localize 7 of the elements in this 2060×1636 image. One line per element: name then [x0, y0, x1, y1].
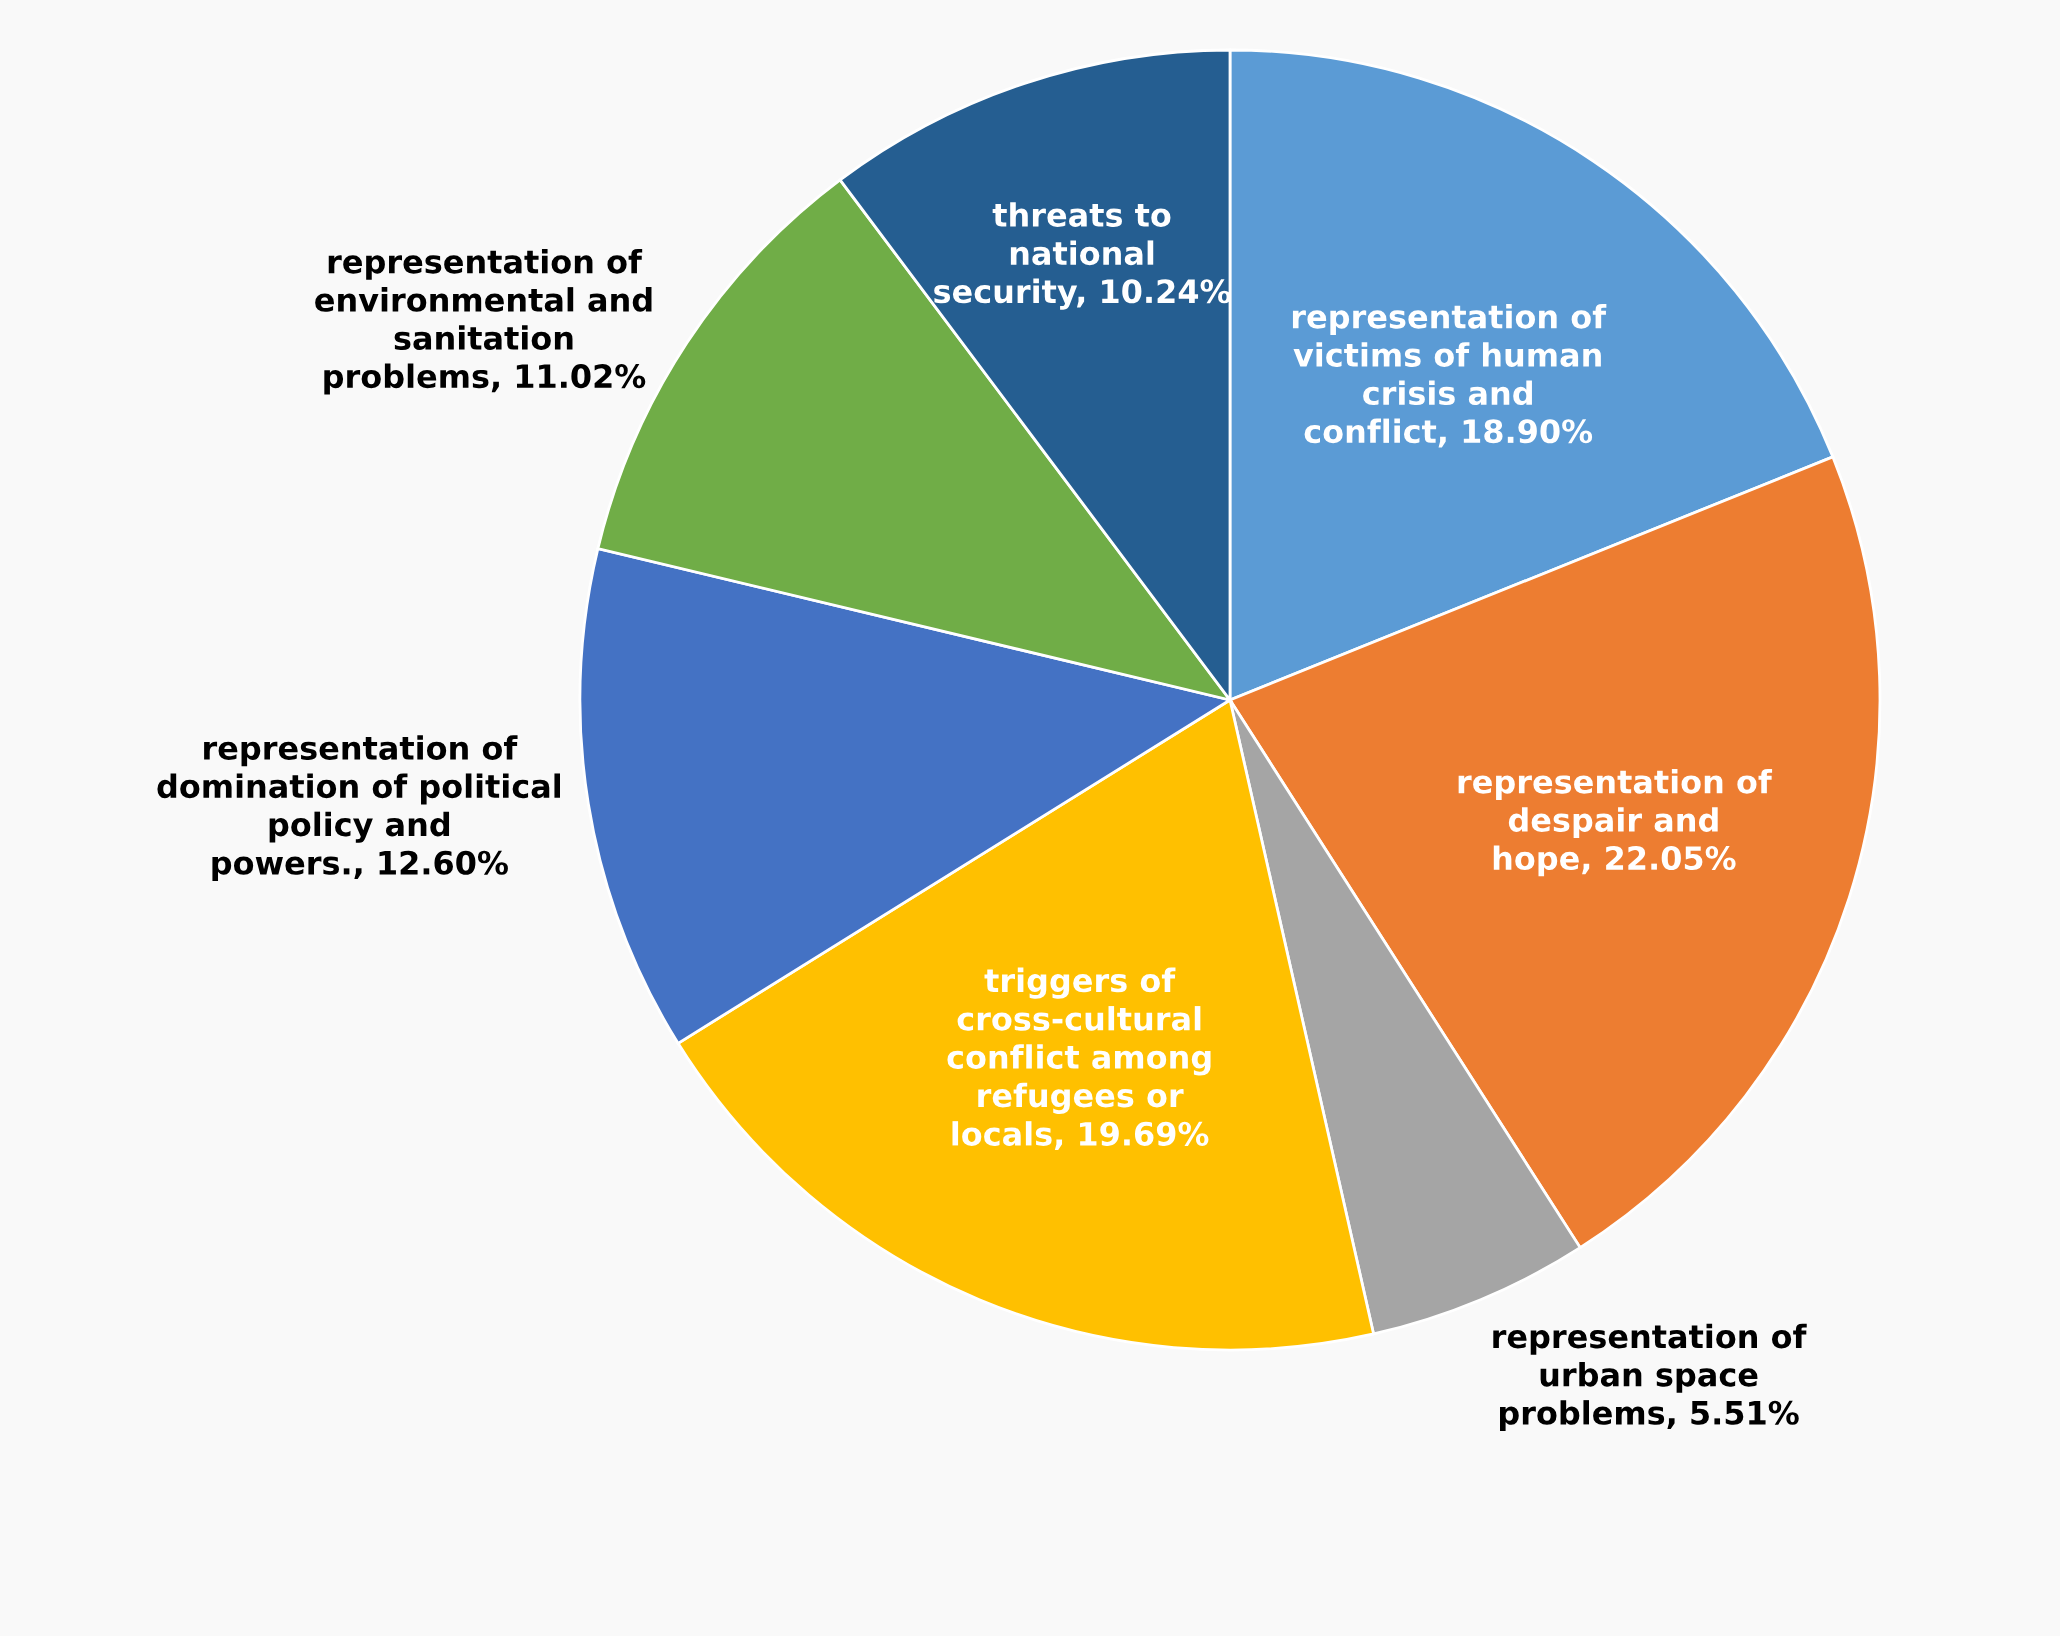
- slice-label: representation of victims of human crisis and conflict, 18.90%: [1292, 303, 1607, 448]
- slice-label: triggers of cross-cultural conflict among refugees or locals, 19.69%: [947, 967, 1211, 1150]
- slice-label: representation of urban space problems, 5.51%: [1493, 1323, 1807, 1432]
- slice-label: representation of despair and hope, 22.05%: [1458, 769, 1773, 877]
- slice-label: representation of domination of political policy and powers., 12.60%: [157, 735, 561, 882]
- slice-label: representation of environmental and sanitation problems, 11.02%: [315, 248, 652, 395]
- slice-label: threats to national security, 10.24%: [934, 202, 1231, 310]
